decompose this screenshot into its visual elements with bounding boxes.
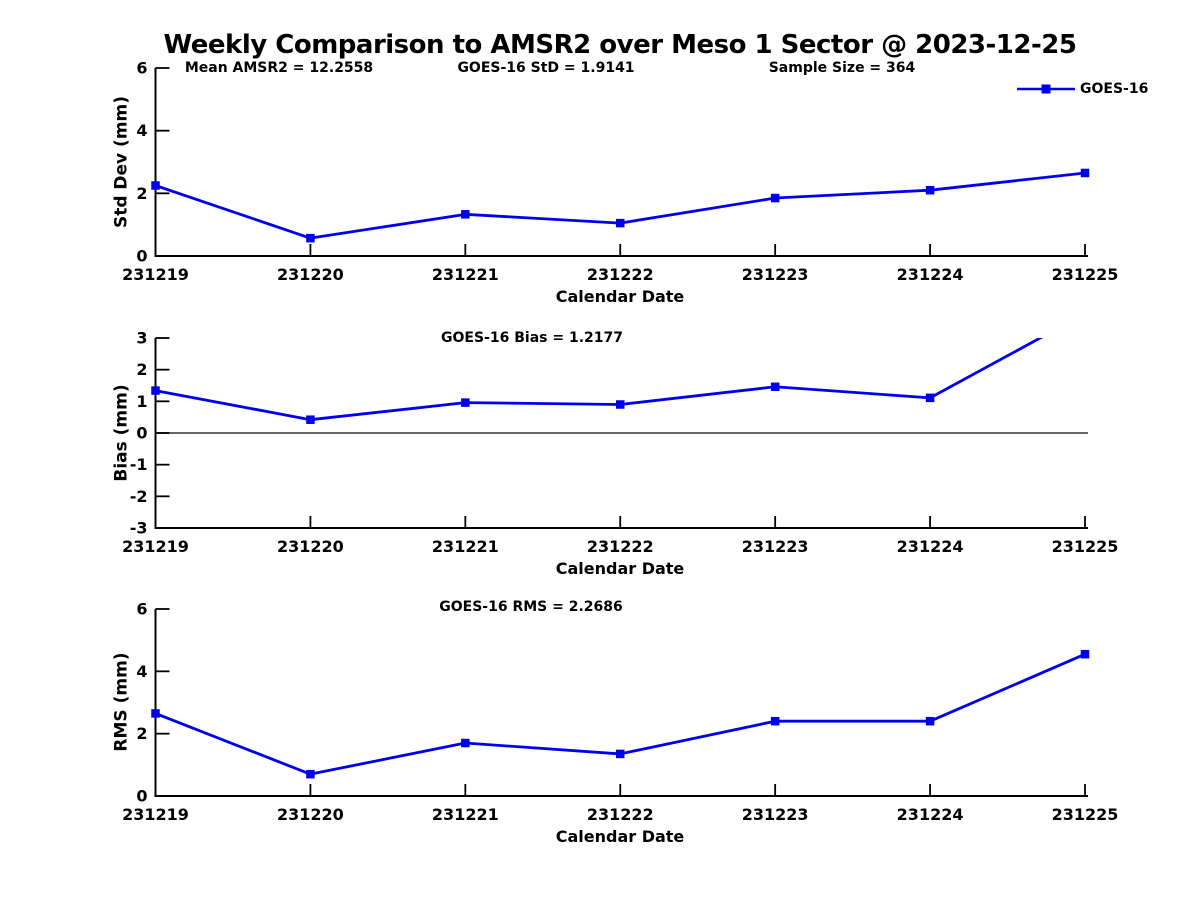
x-tick-label: 231220 bbox=[277, 265, 344, 284]
y-tick-label: 4 bbox=[136, 121, 147, 140]
data-line bbox=[155, 171, 1086, 240]
y-tick-label: 4 bbox=[136, 662, 147, 681]
y-tick-label: 0 bbox=[136, 247, 147, 266]
x-tick-label: 231221 bbox=[432, 537, 499, 556]
data-point-marker bbox=[151, 181, 160, 190]
data-point-marker bbox=[1080, 649, 1090, 659]
y-tick-label: 6 bbox=[136, 59, 147, 78]
data-point-marker bbox=[1081, 309, 1090, 318]
x-tick-label: 231221 bbox=[432, 805, 499, 824]
x-tick-label: 231220 bbox=[277, 805, 344, 824]
y-axis-label-rms: RMS (mm) bbox=[111, 652, 132, 752]
data-point-marker bbox=[461, 210, 470, 219]
x-tick-label: 231222 bbox=[587, 805, 654, 824]
y-tick-label: 0 bbox=[136, 787, 147, 806]
x-tick-label: 231221 bbox=[432, 265, 499, 284]
data-point-marker bbox=[770, 382, 780, 392]
y-tick-label: 2 bbox=[136, 184, 147, 203]
y-axis-label-bias: Bias (mm) bbox=[111, 384, 132, 482]
data-point-marker bbox=[925, 185, 935, 195]
x-tick-label: 231224 bbox=[897, 805, 964, 824]
x-tick-label: 231223 bbox=[742, 805, 809, 824]
y-tick-label: -3 bbox=[130, 519, 148, 538]
data-point-marker bbox=[770, 716, 780, 726]
data-point-marker bbox=[461, 398, 470, 407]
y-tick-label: 0 bbox=[136, 424, 147, 443]
y-tick-label: 6 bbox=[136, 600, 147, 619]
y-axis-label-stddev: Std Dev (mm) bbox=[111, 95, 132, 229]
y-tick-label: 3 bbox=[136, 329, 147, 348]
data-point-marker bbox=[925, 716, 935, 726]
y-tick-label: 1 bbox=[136, 392, 147, 411]
x-axis-label-subplot2: Calendar Date bbox=[555, 559, 685, 578]
y-tick-label: -2 bbox=[130, 487, 148, 506]
x-axis-label-subplot3: Calendar Date bbox=[555, 827, 685, 846]
annotation-goes16-rms: GOES-16 RMS = 2.2686 bbox=[439, 599, 623, 615]
data-point-marker bbox=[151, 709, 160, 718]
x-axis-label-subplot1: Calendar Date bbox=[555, 287, 685, 306]
legend bbox=[1017, 83, 1075, 95]
legend-label: GOES-16 bbox=[1080, 81, 1149, 97]
data-point-marker bbox=[770, 193, 780, 203]
annotation-mean-amsr2: Mean AMSR2 = 12.2558 bbox=[184, 60, 374, 76]
x-tick-label: 231219 bbox=[122, 537, 189, 556]
data-point-marker bbox=[151, 386, 160, 395]
x-tick-label: 231225 bbox=[1052, 805, 1119, 824]
x-tick-label: 231222 bbox=[587, 265, 654, 284]
annotation-goes16-bias: GOES-16 Bias = 1.2177 bbox=[441, 330, 623, 346]
y-tick-label: 2 bbox=[136, 360, 147, 379]
x-tick-label: 231222 bbox=[587, 537, 654, 556]
data-point-marker bbox=[925, 393, 935, 403]
x-tick-label: 231225 bbox=[1052, 265, 1119, 284]
data-point-marker bbox=[616, 400, 625, 409]
data-point-marker bbox=[306, 415, 315, 424]
data-point-marker bbox=[461, 738, 470, 748]
data-point-marker bbox=[1080, 168, 1090, 178]
data-point-marker bbox=[616, 218, 625, 228]
x-tick-label: 231223 bbox=[742, 265, 809, 284]
chart-title: Weekly Comparison to AMSR2 over Meso 1 S… bbox=[163, 30, 1077, 60]
y-tick-label: -1 bbox=[130, 455, 148, 474]
annotation-sample-size: Sample Size = 364 bbox=[768, 60, 916, 76]
x-tick-label: 231223 bbox=[742, 537, 809, 556]
data-point-marker bbox=[306, 233, 315, 243]
x-tick-label: 231225 bbox=[1052, 537, 1119, 556]
x-tick-label: 231219 bbox=[122, 805, 189, 824]
x-tick-label: 231220 bbox=[277, 537, 344, 556]
legend-marker-icon bbox=[1017, 84, 1075, 94]
x-tick-label: 231224 bbox=[897, 537, 964, 556]
x-tick-label: 231224 bbox=[897, 265, 964, 284]
y-tick-label: 2 bbox=[136, 724, 147, 743]
data-point-marker bbox=[306, 769, 315, 779]
annotation-goes16-std: GOES-16 StD = 1.9141 bbox=[457, 60, 635, 76]
data-point-marker bbox=[616, 749, 625, 759]
x-tick-label: 231219 bbox=[122, 265, 189, 284]
